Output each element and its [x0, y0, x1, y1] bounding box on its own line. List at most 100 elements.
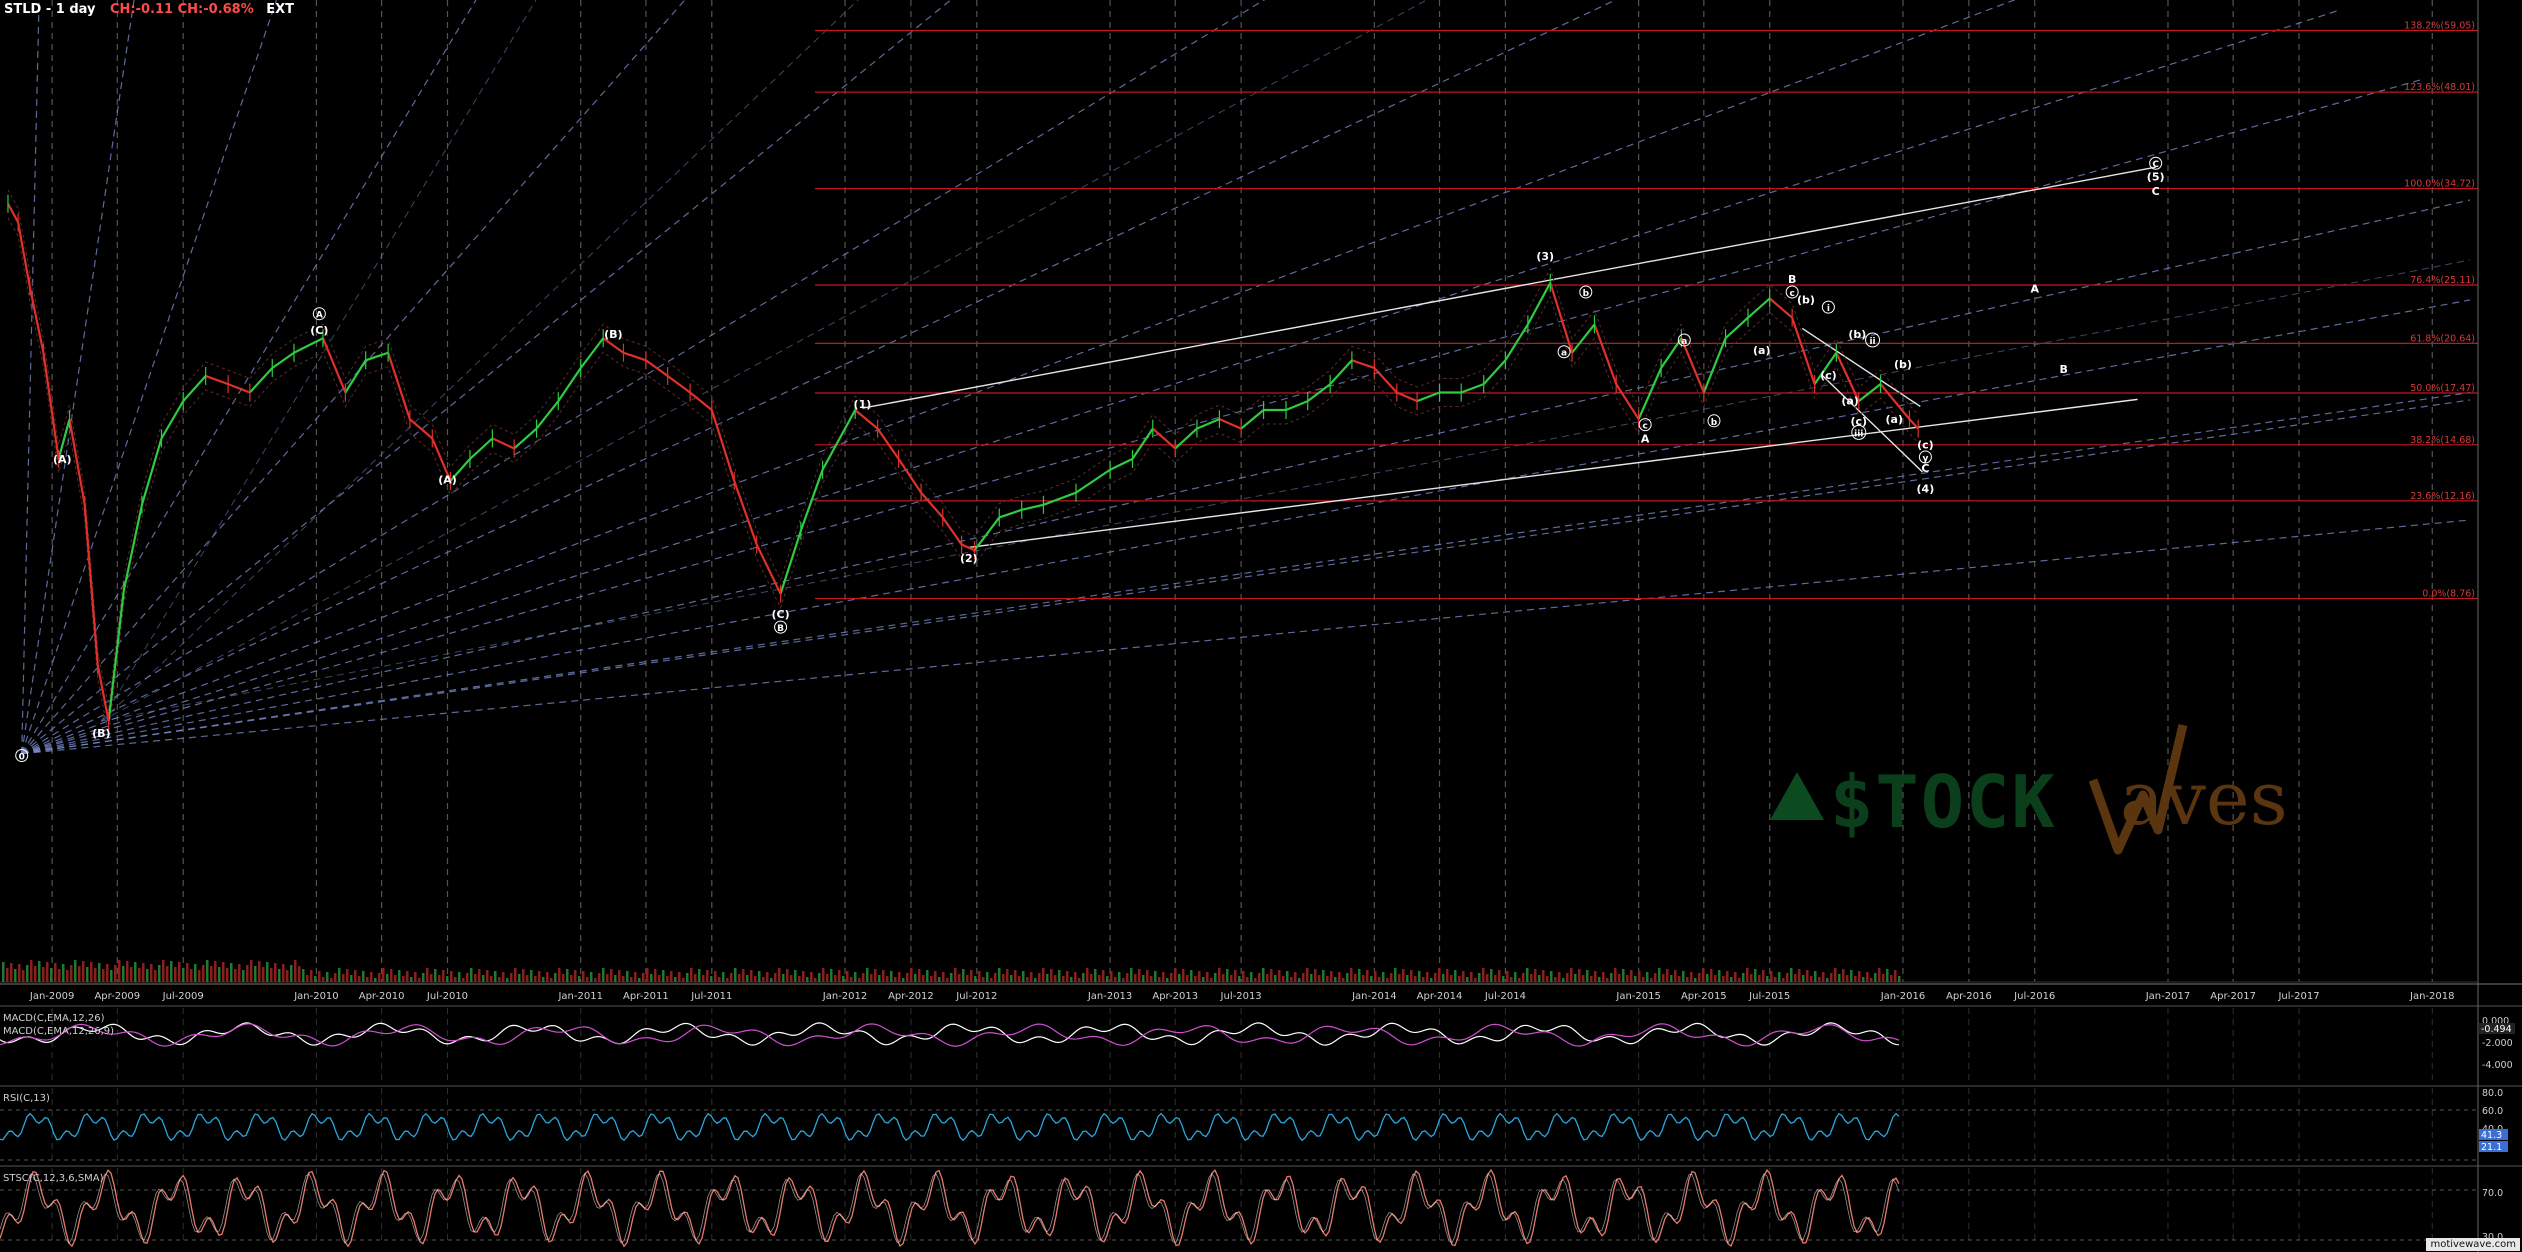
watermark-triangle-icon [1770, 772, 1824, 820]
volume-bar [74, 960, 77, 982]
volume-bar [1374, 971, 1377, 982]
volume-bar [542, 977, 545, 982]
volume-bar [1474, 978, 1477, 982]
volume-bar [1102, 970, 1105, 982]
trend-line [862, 166, 2156, 409]
volume-bar [414, 972, 417, 982]
price-segment [1747, 297, 1771, 319]
fan-line [101, 0, 859, 722]
wave-label: B [777, 624, 784, 634]
volume-bar [498, 977, 501, 982]
volume-bar [1414, 976, 1417, 982]
volume-bar [690, 968, 693, 982]
date-tick-label: Jan-2013 [1087, 991, 1132, 1002]
volume-bar [1094, 969, 1097, 982]
price-segment [920, 491, 944, 519]
volume-bar [378, 973, 381, 982]
volume-bar [1410, 970, 1413, 982]
volume-bar [1734, 972, 1737, 982]
watermark-text-2: aves [2120, 756, 2288, 842]
volume-bar [1450, 975, 1453, 982]
wave-label: (b) [1894, 358, 1912, 371]
volume-bar [198, 970, 201, 982]
volume-bar [1010, 975, 1013, 982]
volume-bar [1750, 974, 1753, 982]
volume-bar [938, 977, 941, 982]
macd-value-label: -0.494 [2481, 1024, 2512, 1035]
rsi-line [0, 1112, 1900, 1142]
date-tick-label: Jul-2015 [1748, 991, 1790, 1002]
price-segment [1021, 503, 1044, 511]
volume-bar [1482, 968, 1485, 982]
volume-bar [426, 968, 429, 982]
trend-lines [862, 166, 2156, 549]
volume-bar [1382, 972, 1385, 982]
volume-bar [1598, 977, 1601, 982]
wave-label: B [2060, 363, 2068, 376]
macd-title-2: MACD(C,EMA,12,26,9) [3, 1026, 115, 1037]
volume-bar [998, 968, 1001, 982]
wave-label: (C) [772, 608, 790, 621]
price-segment [1908, 418, 1919, 430]
price-segment [365, 351, 389, 362]
volume-bar [354, 970, 357, 982]
volume-bar [1494, 975, 1497, 982]
volume-bar [1850, 970, 1853, 982]
volume-bar [382, 968, 385, 982]
volume-bar [898, 972, 901, 982]
price-segment [1482, 359, 1507, 385]
volume-bar [986, 972, 989, 982]
volume-bar [1842, 969, 1845, 982]
volume-bar [1714, 975, 1717, 982]
indicator-tick-label: 60.0 [2482, 1106, 2503, 1117]
date-tick-label: Jan-2016 [1880, 991, 1925, 1002]
volume-bar [590, 972, 593, 982]
price-segment [1075, 468, 1111, 494]
volume-bar [458, 972, 461, 982]
price-segment [227, 383, 251, 394]
volume-bar [1846, 975, 1849, 982]
ext-label[interactable]: EXT [266, 2, 295, 17]
volume-bar [58, 969, 61, 982]
volume-bar [1338, 972, 1341, 982]
volume-bar [1782, 978, 1785, 982]
watermark-text: $TOCK [1830, 760, 2057, 844]
price-segment [876, 427, 900, 460]
date-tick-label: Apr-2010 [359, 991, 405, 1002]
fib-label: 38.2%(14.68) [2410, 435, 2475, 446]
wave-label-circle [1638, 418, 1652, 432]
volume-bar [390, 969, 393, 982]
volume-bar [790, 975, 793, 982]
price-segment [1043, 491, 1077, 506]
volume-bar [810, 972, 813, 982]
volume-bar [694, 974, 697, 982]
volume-bar [702, 975, 705, 982]
volume-bar [1478, 973, 1481, 982]
volume-bar [1522, 973, 1525, 982]
volume-bar [1190, 970, 1193, 982]
fan-line [101, 0, 1428, 722]
volume-bar [1238, 976, 1241, 982]
volume-bar [522, 969, 525, 982]
volume-bar [826, 974, 829, 982]
volume-bar [1822, 972, 1825, 982]
date-tick-label: Apr-2009 [94, 991, 140, 1002]
price-segment [1526, 282, 1552, 325]
date-tick-label: Apr-2013 [1152, 991, 1198, 1002]
volume-bar [1606, 978, 1609, 982]
date-tick-label: Jul-2013 [1220, 991, 1262, 1002]
volume-bar [2, 962, 5, 982]
volume-bar [1294, 972, 1297, 982]
volume-bar [562, 974, 565, 982]
price-segment [321, 337, 347, 393]
volume-bar [630, 977, 633, 982]
volume-bar [266, 962, 269, 982]
volume-bar [1558, 972, 1561, 982]
volume-bar [526, 975, 529, 982]
volume-bar [1154, 971, 1157, 982]
wave-label: (a) [1753, 344, 1770, 357]
volume-bar [1550, 971, 1553, 982]
volume-bar [762, 977, 765, 982]
